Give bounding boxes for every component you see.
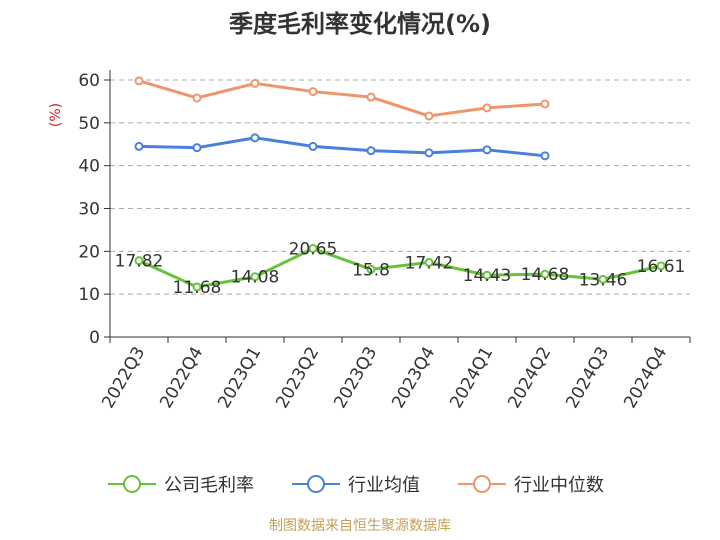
series-line-2 (138, 79, 546, 118)
gridlines (110, 79, 690, 295)
y-tick-label: 50 (78, 114, 100, 134)
y-tick-label: 20 (78, 242, 100, 262)
data-label: 15.8 (352, 260, 390, 280)
x-tick-label: 2024Q3 (562, 344, 613, 412)
x-tick-label: 2024Q2 (504, 344, 555, 412)
legend-marker-2 (473, 475, 491, 493)
chart-title: 季度毛利率变化情况(%) (229, 10, 491, 38)
y-axis-label: (%) (48, 103, 64, 127)
data-point (134, 256, 144, 266)
data-point (540, 269, 550, 279)
data-point (134, 141, 144, 151)
x-tick-label: 2023Q3 (330, 344, 381, 412)
x-tick-label: 2023Q1 (214, 344, 265, 412)
data-point (540, 99, 550, 109)
data-point (366, 264, 376, 274)
data-point (366, 92, 376, 102)
y-tick-label: 60 (78, 71, 100, 91)
y-tick-label: 30 (78, 200, 100, 220)
data-labels: 17.82 11.68 14.08 20.65 15.8 17.42 14.43 14.68 1… (115, 240, 686, 298)
y-tick-label: 10 (78, 285, 100, 305)
data-point (482, 270, 492, 280)
legend-label: 行业中位数 (514, 475, 604, 496)
data-point (482, 103, 492, 113)
x-tick-label: 2022Q3 (98, 344, 149, 412)
x-tick-label: 2023Q2 (272, 344, 323, 412)
data-point (598, 274, 608, 284)
source-note: 制图数据来自恒生聚源数据库 (269, 518, 451, 534)
legend-marker-0 (123, 475, 141, 493)
data-label: 13.46 (579, 270, 628, 290)
data-point (308, 87, 318, 97)
data-label: 16.61 (637, 257, 686, 277)
y-tick-label: 0 (89, 328, 100, 348)
data-label: 14.68 (521, 265, 570, 285)
y-tick-label: 40 (78, 157, 100, 177)
series-group (134, 76, 666, 292)
x-tick-label: 2024Q4 (620, 344, 671, 412)
data-label: 14.43 (463, 266, 512, 286)
legend-label: 行业均值 (348, 475, 420, 496)
data-label: 14.08 (231, 268, 280, 288)
series-line-0 (138, 246, 662, 289)
legend-marker-1 (307, 475, 325, 493)
x-tick-label: 2024Q1 (446, 344, 497, 412)
data-label: 17.42 (405, 253, 454, 273)
data-label: 11.68 (173, 278, 222, 298)
data-point (540, 151, 550, 161)
data-point (308, 141, 318, 151)
data-point (250, 133, 260, 143)
data-point (192, 143, 202, 153)
data-point (308, 244, 318, 254)
x-tick-label: 2022Q4 (156, 344, 207, 412)
data-point (482, 145, 492, 155)
data-point (366, 146, 376, 156)
data-point (424, 257, 434, 267)
data-label: 20.65 (289, 240, 338, 260)
data-point (192, 93, 202, 103)
data-point (134, 76, 144, 86)
data-point (424, 148, 434, 158)
data-point (250, 272, 260, 282)
series-line-1 (138, 136, 546, 158)
data-label: 17.82 (115, 252, 164, 272)
legend: 公司毛利率 行业均值 行业中位数 (108, 475, 604, 496)
data-point (424, 111, 434, 121)
legend-label: 公司毛利率 (164, 475, 254, 496)
data-point (250, 78, 260, 88)
x-tick-label: 2023Q4 (388, 344, 439, 412)
data-point (656, 261, 666, 271)
data-point (192, 282, 202, 292)
